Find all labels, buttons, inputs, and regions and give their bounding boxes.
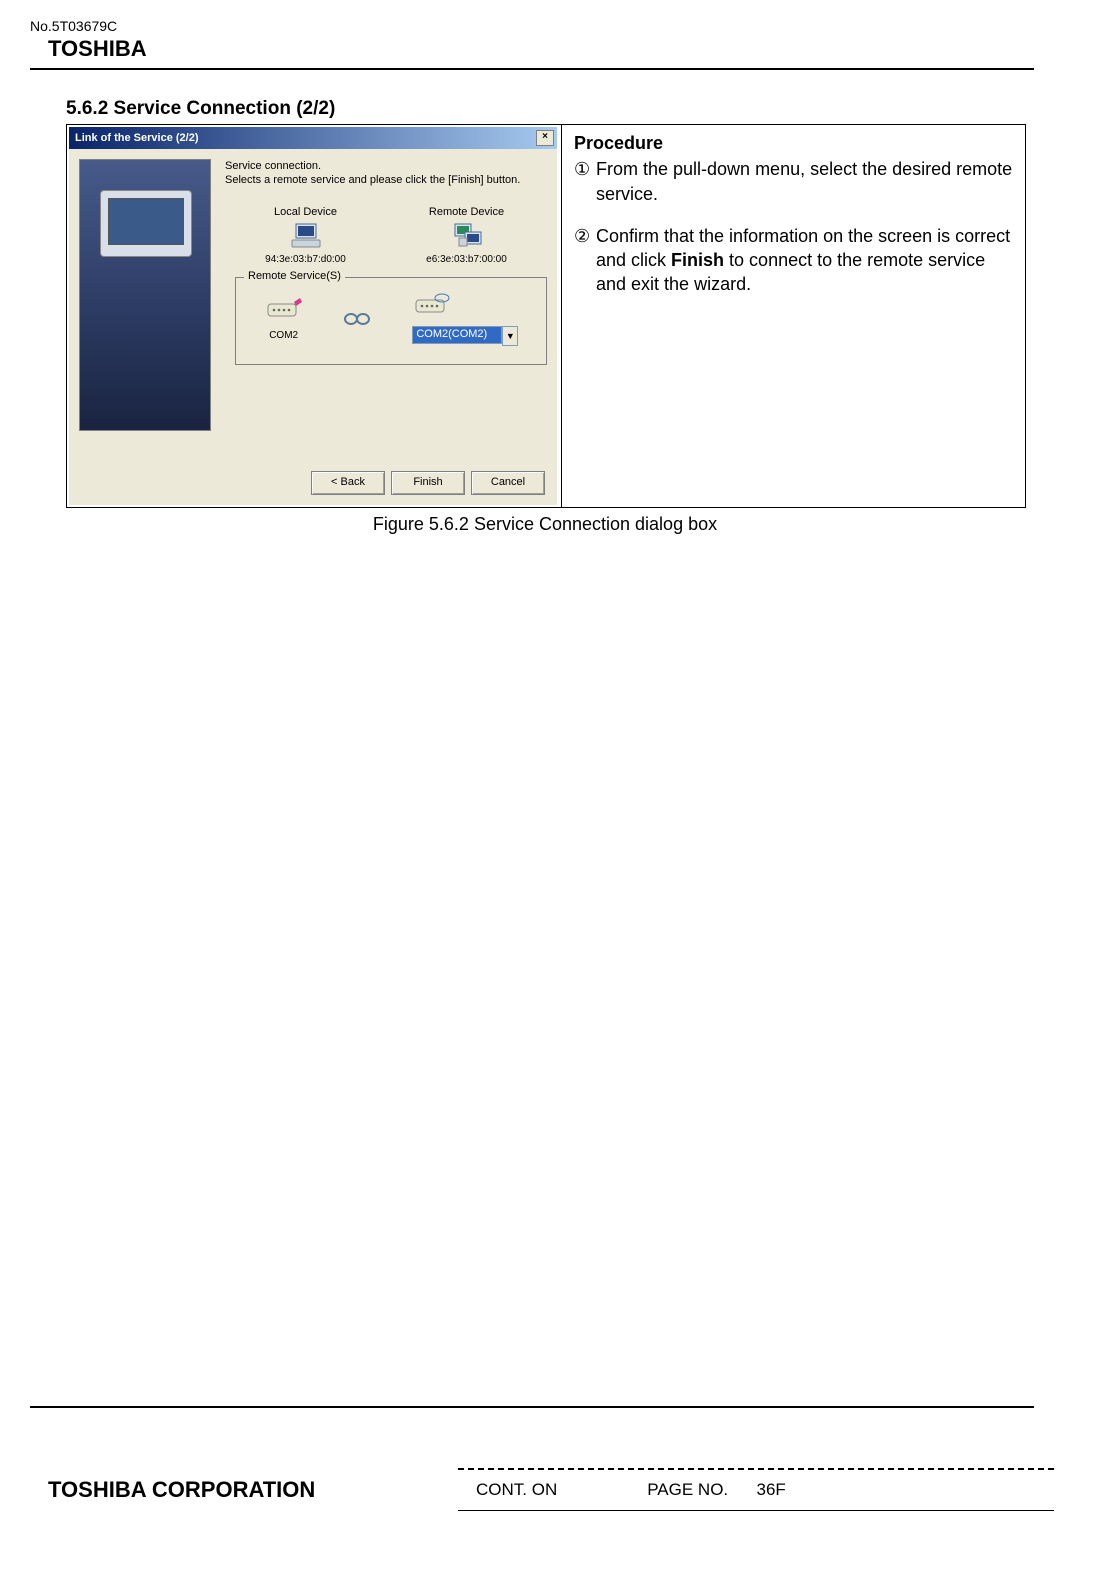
section-title: 5.6.2 Service Connection (2/2) xyxy=(66,98,1034,120)
local-device-icon xyxy=(290,222,322,250)
remote-com-col: COM2(COM2) ▼ xyxy=(412,292,518,346)
remote-com-icon xyxy=(412,292,452,322)
dialog-intro: Service connection. Selects a remote ser… xyxy=(225,159,547,188)
page-no-value: 36F xyxy=(757,1480,786,1499)
local-device-label: Local Device xyxy=(246,206,366,218)
screenshot-cell: Link of the Service (2/2) × Service conn… xyxy=(67,125,561,507)
procedure-step-2: ② Confirm that the information on the sc… xyxy=(574,224,1015,297)
step-text: Confirm that the information on the scre… xyxy=(596,224,1015,297)
dialog-window: Link of the Service (2/2) × Service conn… xyxy=(69,127,557,505)
local-com-label: COM2 xyxy=(264,330,304,341)
footer-rule xyxy=(30,1406,1034,1408)
page-footer: TOSHIBA CORPORATION CONT. ON PAGE NO. 36… xyxy=(30,1468,1054,1511)
combo-dropdown-button[interactable]: ▼ xyxy=(502,326,518,346)
cancel-button[interactable]: Cancel xyxy=(471,471,545,495)
combo-value: COM2(COM2) xyxy=(412,326,502,344)
figure-caption: Figure 5.6.2 Service Connection dialog b… xyxy=(66,514,1024,535)
finish-button[interactable]: Finish xyxy=(391,471,465,495)
remote-service-group: Remote Service(S) xyxy=(235,277,547,365)
local-device-mac: 94:3e:03:b7:d0:00 xyxy=(246,254,366,265)
local-com-icon xyxy=(264,296,304,326)
procedure-cell: Procedure ① From the pull-down menu, sel… xyxy=(561,125,1025,507)
step-text-bold: Finish xyxy=(671,250,724,270)
dialog-titlebar: Link of the Service (2/2) × xyxy=(69,127,557,149)
intro-line-1: Service connection. xyxy=(225,159,547,173)
link-arrow-icon xyxy=(343,309,373,329)
wizard-side-image xyxy=(79,159,211,431)
procedure-title: Procedure xyxy=(574,131,1015,155)
remote-device-col: Remote Device xyxy=(407,206,527,265)
remote-device-icon xyxy=(451,222,483,250)
content-table: Link of the Service (2/2) × Service conn… xyxy=(66,124,1026,508)
procedure-step-1: ① From the pull-down menu, select the de… xyxy=(574,157,1015,206)
footer-brand: TOSHIBA CORPORATION xyxy=(48,1477,315,1503)
step-number: ① xyxy=(574,157,596,206)
intro-line-2: Selects a remote service and please clic… xyxy=(225,173,547,187)
header-rule xyxy=(30,68,1034,70)
remote-service-label: Remote Service(S) xyxy=(244,270,345,282)
remote-service-combo[interactable]: COM2(COM2) ▼ xyxy=(412,326,518,346)
brand-header: TOSHIBA xyxy=(48,36,1034,62)
step-text: From the pull-down menu, select the desi… xyxy=(596,157,1015,206)
remote-device-mac: e6:3e:03:b7:00:00 xyxy=(407,254,527,265)
document-number: No.5T03679C xyxy=(30,18,1034,34)
remote-device-label: Remote Device xyxy=(407,206,527,218)
page-no-label: PAGE NO. xyxy=(647,1480,728,1499)
local-com-col: COM2 xyxy=(264,296,304,341)
cont-on-label: CONT. ON xyxy=(476,1480,557,1500)
dialog-button-row: < Back Finish Cancel xyxy=(311,471,545,495)
footer-info: CONT. ON PAGE NO. 36F xyxy=(458,1468,1054,1511)
local-device-col: Local Device 94:3e:03:b7:d0:00 xyxy=(246,206,366,265)
back-button[interactable]: < Back xyxy=(311,471,385,495)
dialog-title: Link of the Service (2/2) xyxy=(75,132,198,144)
step-number: ② xyxy=(574,224,596,297)
close-button[interactable]: × xyxy=(536,130,554,146)
